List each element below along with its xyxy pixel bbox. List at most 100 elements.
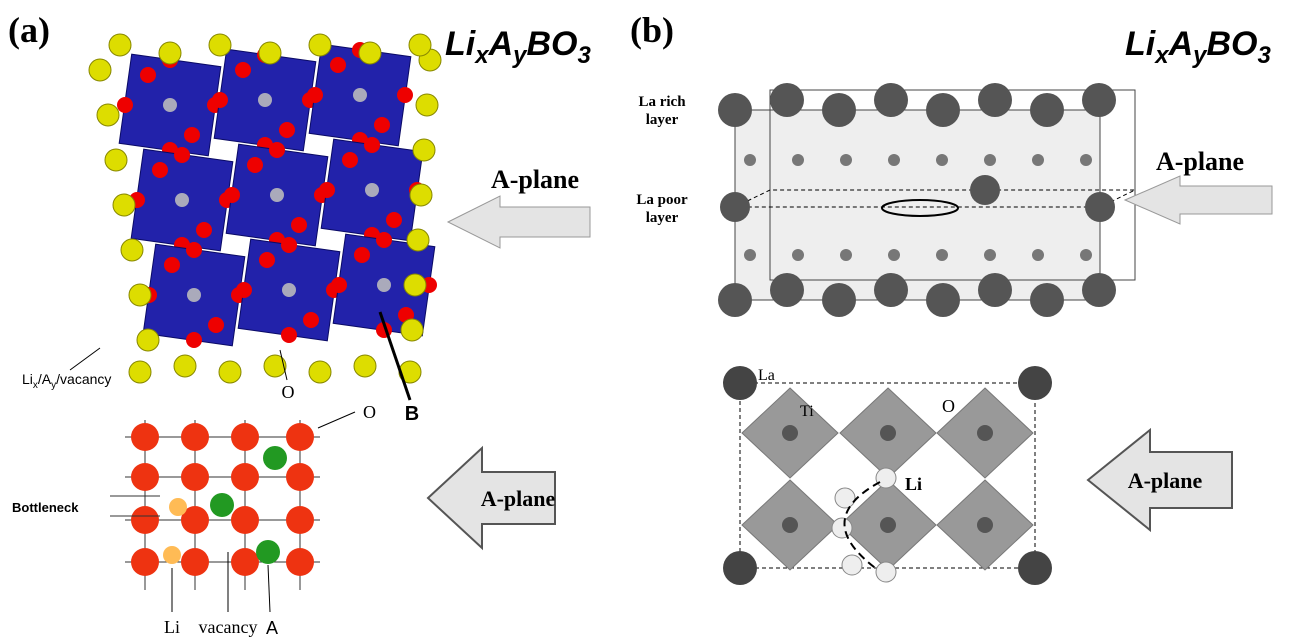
panel-label: (a) [8,10,50,50]
b-site [258,93,272,107]
oxygen [286,423,314,451]
oxygen [354,247,370,263]
oxygen [259,252,275,268]
la-atom [723,366,757,400]
oxygen [397,87,413,103]
oxygen [236,282,252,298]
la-atom [723,551,757,585]
a-site [404,274,426,296]
site-label: Lix/Ay/vacancy [22,371,111,391]
oxygen [269,142,285,158]
oxygen [281,327,297,343]
a-site [159,42,181,64]
oxygen [286,463,314,491]
b-site [282,283,296,297]
a-site [413,139,435,161]
label-part: Li [22,371,33,387]
a-label: A [266,618,278,638]
oxygen [224,187,240,203]
a-site [105,149,127,171]
oxygen [330,57,346,73]
o-atom [984,154,996,166]
oxygen [303,312,319,328]
a-site [416,94,438,116]
li-atom [835,488,855,508]
a-site [309,34,331,56]
ti-atom [880,517,896,533]
oxygen [231,506,259,534]
la-atom [874,83,908,117]
oxygen [231,548,259,576]
pointer [70,348,100,370]
oxygen [131,548,159,576]
a-site [137,329,159,351]
a-site [219,361,241,383]
la-atom [1082,83,1116,117]
la-atom [822,93,856,127]
label-line: La poor [636,192,688,208]
la-atom [718,93,752,127]
label-part: /A [38,371,52,387]
li-atom [876,562,896,582]
oxygen [279,122,295,138]
la-atom [1018,551,1052,585]
o-atom [840,249,852,261]
oxygen [196,222,212,238]
a-site [113,194,135,216]
vacancy-label: vacancy [199,617,258,637]
o-atom [792,154,804,166]
a-ion [210,493,234,517]
b-site [365,183,379,197]
a-site [359,42,381,64]
oxygen [247,157,263,173]
ti-atom [782,517,798,533]
b-site [270,188,284,202]
oxygen [386,212,402,228]
decoration [89,34,1135,612]
o-atom [1080,154,1092,166]
la-atom [874,273,908,307]
formula-part: BO [527,25,578,63]
oxygen [140,67,156,83]
li-atom [842,555,862,575]
li-ion [163,546,181,564]
a-plane-label: A-plane [481,486,556,511]
oxygen [235,62,251,78]
a-site [259,42,281,64]
formula-part: Li [445,25,477,63]
a-site [410,184,432,206]
oxygen [331,277,347,293]
b-site [377,278,391,292]
a-site [89,59,111,81]
la-atom [1085,192,1115,222]
oxygen [131,423,159,451]
a-plane-label: A-plane [1128,468,1203,493]
oxygen [307,87,323,103]
o-label: O [942,396,955,416]
la-atom [978,83,1012,117]
ti-atom [977,517,993,533]
oxygen [281,237,297,253]
o-atom [744,154,756,166]
oxygen [286,506,314,534]
a-site [129,361,151,383]
o-atom [936,154,948,166]
formula-sub: 3 [1258,42,1272,69]
a-plane-label: A-plane [491,165,579,194]
a-ion [263,446,287,470]
la-atom [926,283,960,317]
li-atom [876,468,896,488]
label-line: La rich [638,94,686,110]
la-atom [718,283,752,317]
formula: LixAyBO3 [445,25,592,69]
o-atom [936,249,948,261]
cell-box [735,110,1100,300]
a-site [407,229,429,251]
o-atom [888,249,900,261]
formula-part: Li [1125,25,1157,63]
la-atom [770,273,804,307]
o-atom [1032,249,1044,261]
o-atom [1080,249,1092,261]
